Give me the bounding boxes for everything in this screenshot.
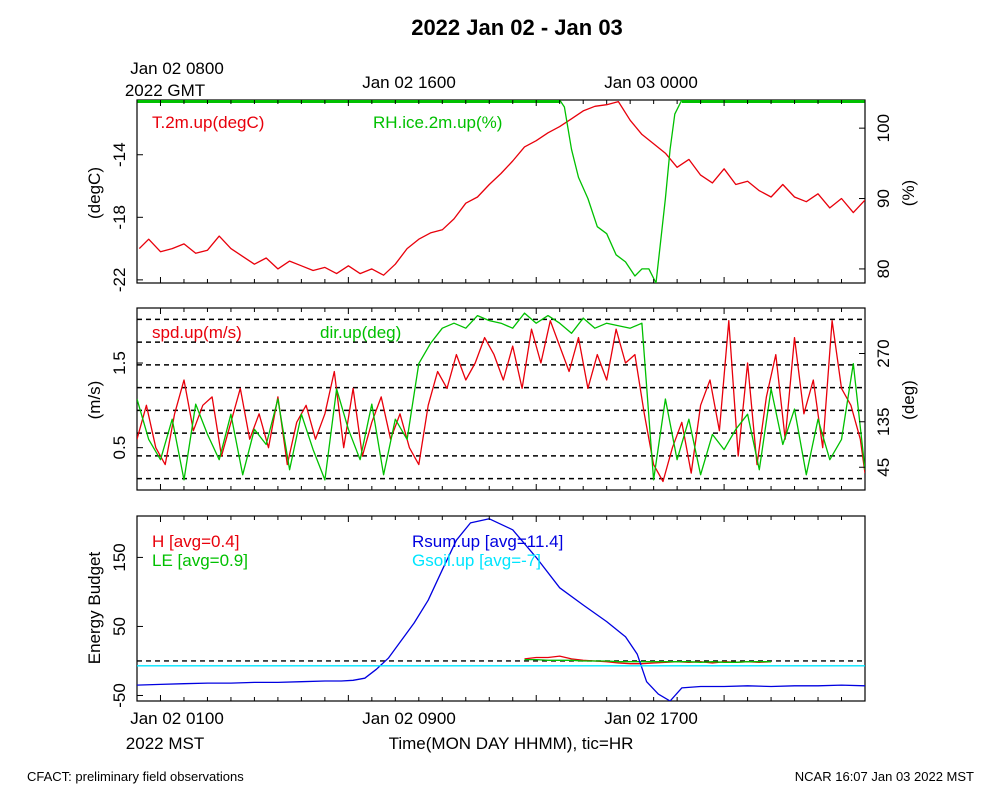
y-axis-label-left: Energy Budget bbox=[85, 551, 104, 664]
series-dir-up-deg bbox=[137, 312, 865, 481]
chart-title: 2022 Jan 02 - Jan 03 bbox=[411, 15, 623, 40]
legend-gsoil: Gsoil.up [avg=-7] bbox=[412, 551, 541, 570]
y-tick-label-right: 135 bbox=[874, 408, 893, 436]
y-tick-label-left: 1.5 bbox=[110, 351, 129, 375]
y-tick-label-right: 100 bbox=[874, 114, 893, 142]
bottom-axis-label-2: Jan 02 0900 bbox=[362, 709, 456, 728]
panel-frame bbox=[136, 515, 866, 702]
saturation-band bbox=[681, 100, 865, 103]
y-tick-label-left: 0.5 bbox=[110, 436, 129, 460]
legend-rh: RH.ice.2m.up(%) bbox=[373, 113, 502, 132]
top-axis-label-1-line2: 2022 GMT bbox=[125, 81, 205, 100]
y-tick-label-left: 50 bbox=[110, 617, 129, 636]
bottom-axis-label-3: Jan 02 1700 bbox=[604, 709, 698, 728]
y-tick-label-left: 150 bbox=[110, 543, 129, 571]
series-rh-ice-2m-up bbox=[137, 100, 865, 283]
legend-t2m: T.2m.up(degC) bbox=[152, 113, 264, 132]
y-axis-label-right: (deg) bbox=[899, 380, 918, 420]
panel-temperature-rh: -22 -18 -14 80 90 100 T.2m.up(degC) RH.ice.2m… bbox=[85, 99, 918, 293]
footer-left: CFACT: preliminary field observations bbox=[27, 769, 244, 784]
y-tick-label-right: 270 bbox=[874, 339, 893, 367]
y-tick-label-right: 80 bbox=[874, 259, 893, 278]
series-le bbox=[524, 658, 772, 663]
legend-le: LE [avg=0.9] bbox=[152, 551, 248, 570]
y-axis-label-left: (degC) bbox=[85, 167, 104, 219]
y-tick-label-right: 90 bbox=[874, 189, 893, 208]
panel-energy-budget: -50 50 150 H [avg=0.4] LE [avg=0.9] Rsum.u… bbox=[85, 515, 866, 708]
legend-spd: spd.up(m/s) bbox=[152, 323, 242, 342]
x-axis-title: Time(MON DAY HHMM), tic=HR bbox=[389, 734, 634, 753]
legend-rsum: Rsum.up [avg=11.4] bbox=[412, 532, 563, 551]
y-tick-label-right: 45 bbox=[874, 458, 893, 477]
top-axis-label-3: Jan 03 0000 bbox=[604, 73, 698, 92]
bottom-axis-label-1-line2: 2022 MST bbox=[126, 734, 204, 753]
y-tick-label-left: -18 bbox=[110, 205, 129, 230]
legend-h: H [avg=0.4] bbox=[152, 532, 239, 551]
y-tick-label-left: -22 bbox=[110, 268, 129, 293]
top-axis-label-1-line1: Jan 02 0800 bbox=[130, 59, 224, 78]
series-rsum-up bbox=[137, 518, 865, 701]
panel-wind: 0.5 1.5 45 135 270 spd.up(m/s) dir.up(deg) (… bbox=[85, 307, 918, 491]
footer-right: NCAR 16:07 Jan 03 2022 MST bbox=[795, 769, 974, 784]
series-t-2m-up-degc bbox=[138, 100, 865, 276]
y-axis-label-left: (m/s) bbox=[85, 381, 104, 420]
y-tick-label-left: -14 bbox=[110, 142, 129, 167]
y-axis-label-right: (%) bbox=[899, 180, 918, 206]
top-axis-label-2: Jan 02 1600 bbox=[362, 73, 456, 92]
legend-dir: dir.up(deg) bbox=[320, 323, 401, 342]
series-spd-up-m-s bbox=[137, 320, 865, 483]
bottom-axis-label-1-line1: Jan 02 0100 bbox=[130, 709, 224, 728]
y-tick-label-left: -50 bbox=[110, 683, 129, 708]
